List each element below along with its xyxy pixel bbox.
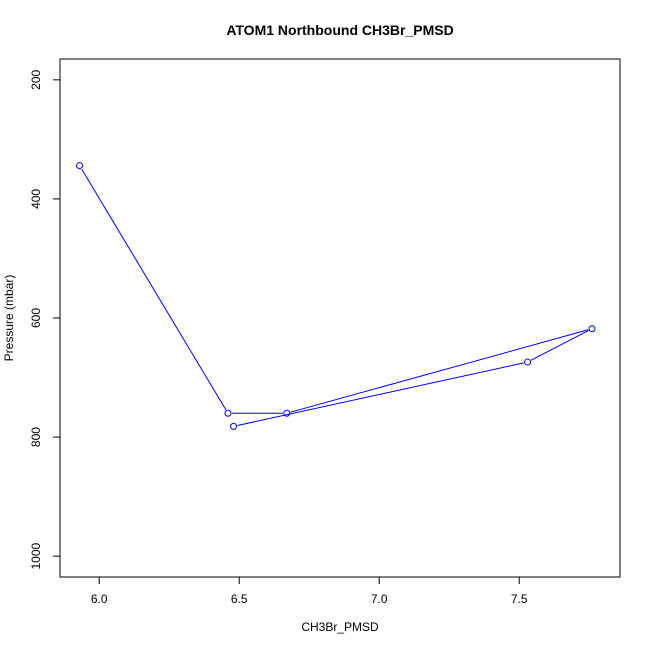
x-axis-label: CH3Br_PMSD	[301, 620, 379, 634]
y-tick-label: 200	[29, 70, 43, 90]
y-tick-label: 1000	[29, 542, 43, 569]
y-axis: 200 400 600 800 1000	[29, 70, 61, 570]
data-point	[224, 409, 232, 417]
x-axis: 6.0 6.5 7.0 7.5	[91, 576, 528, 606]
x-tick-label: 7.5	[511, 592, 528, 606]
x-tick-label: 6.5	[231, 592, 248, 606]
data-point	[524, 358, 532, 366]
series-line-segment	[290, 329, 589, 413]
data-point	[283, 409, 291, 417]
series-line-segment	[530, 330, 589, 361]
data-point	[230, 422, 238, 430]
x-tick-label: 7.0	[371, 592, 388, 606]
y-tick-label: 600	[29, 308, 43, 328]
data-point	[76, 162, 84, 170]
series-line-segment	[237, 362, 524, 426]
x-tick-label: 6.0	[91, 592, 108, 606]
series-line-segment	[81, 168, 227, 411]
y-tick-label: 800	[29, 427, 43, 447]
y-axis-label: Pressure (mbar)	[2, 275, 16, 362]
data-point	[588, 325, 596, 333]
chart-title: ATOM1 Northbound CH3Br_PMSD	[226, 22, 453, 38]
y-tick-label: 400	[29, 189, 43, 209]
series-layer	[76, 162, 596, 430]
